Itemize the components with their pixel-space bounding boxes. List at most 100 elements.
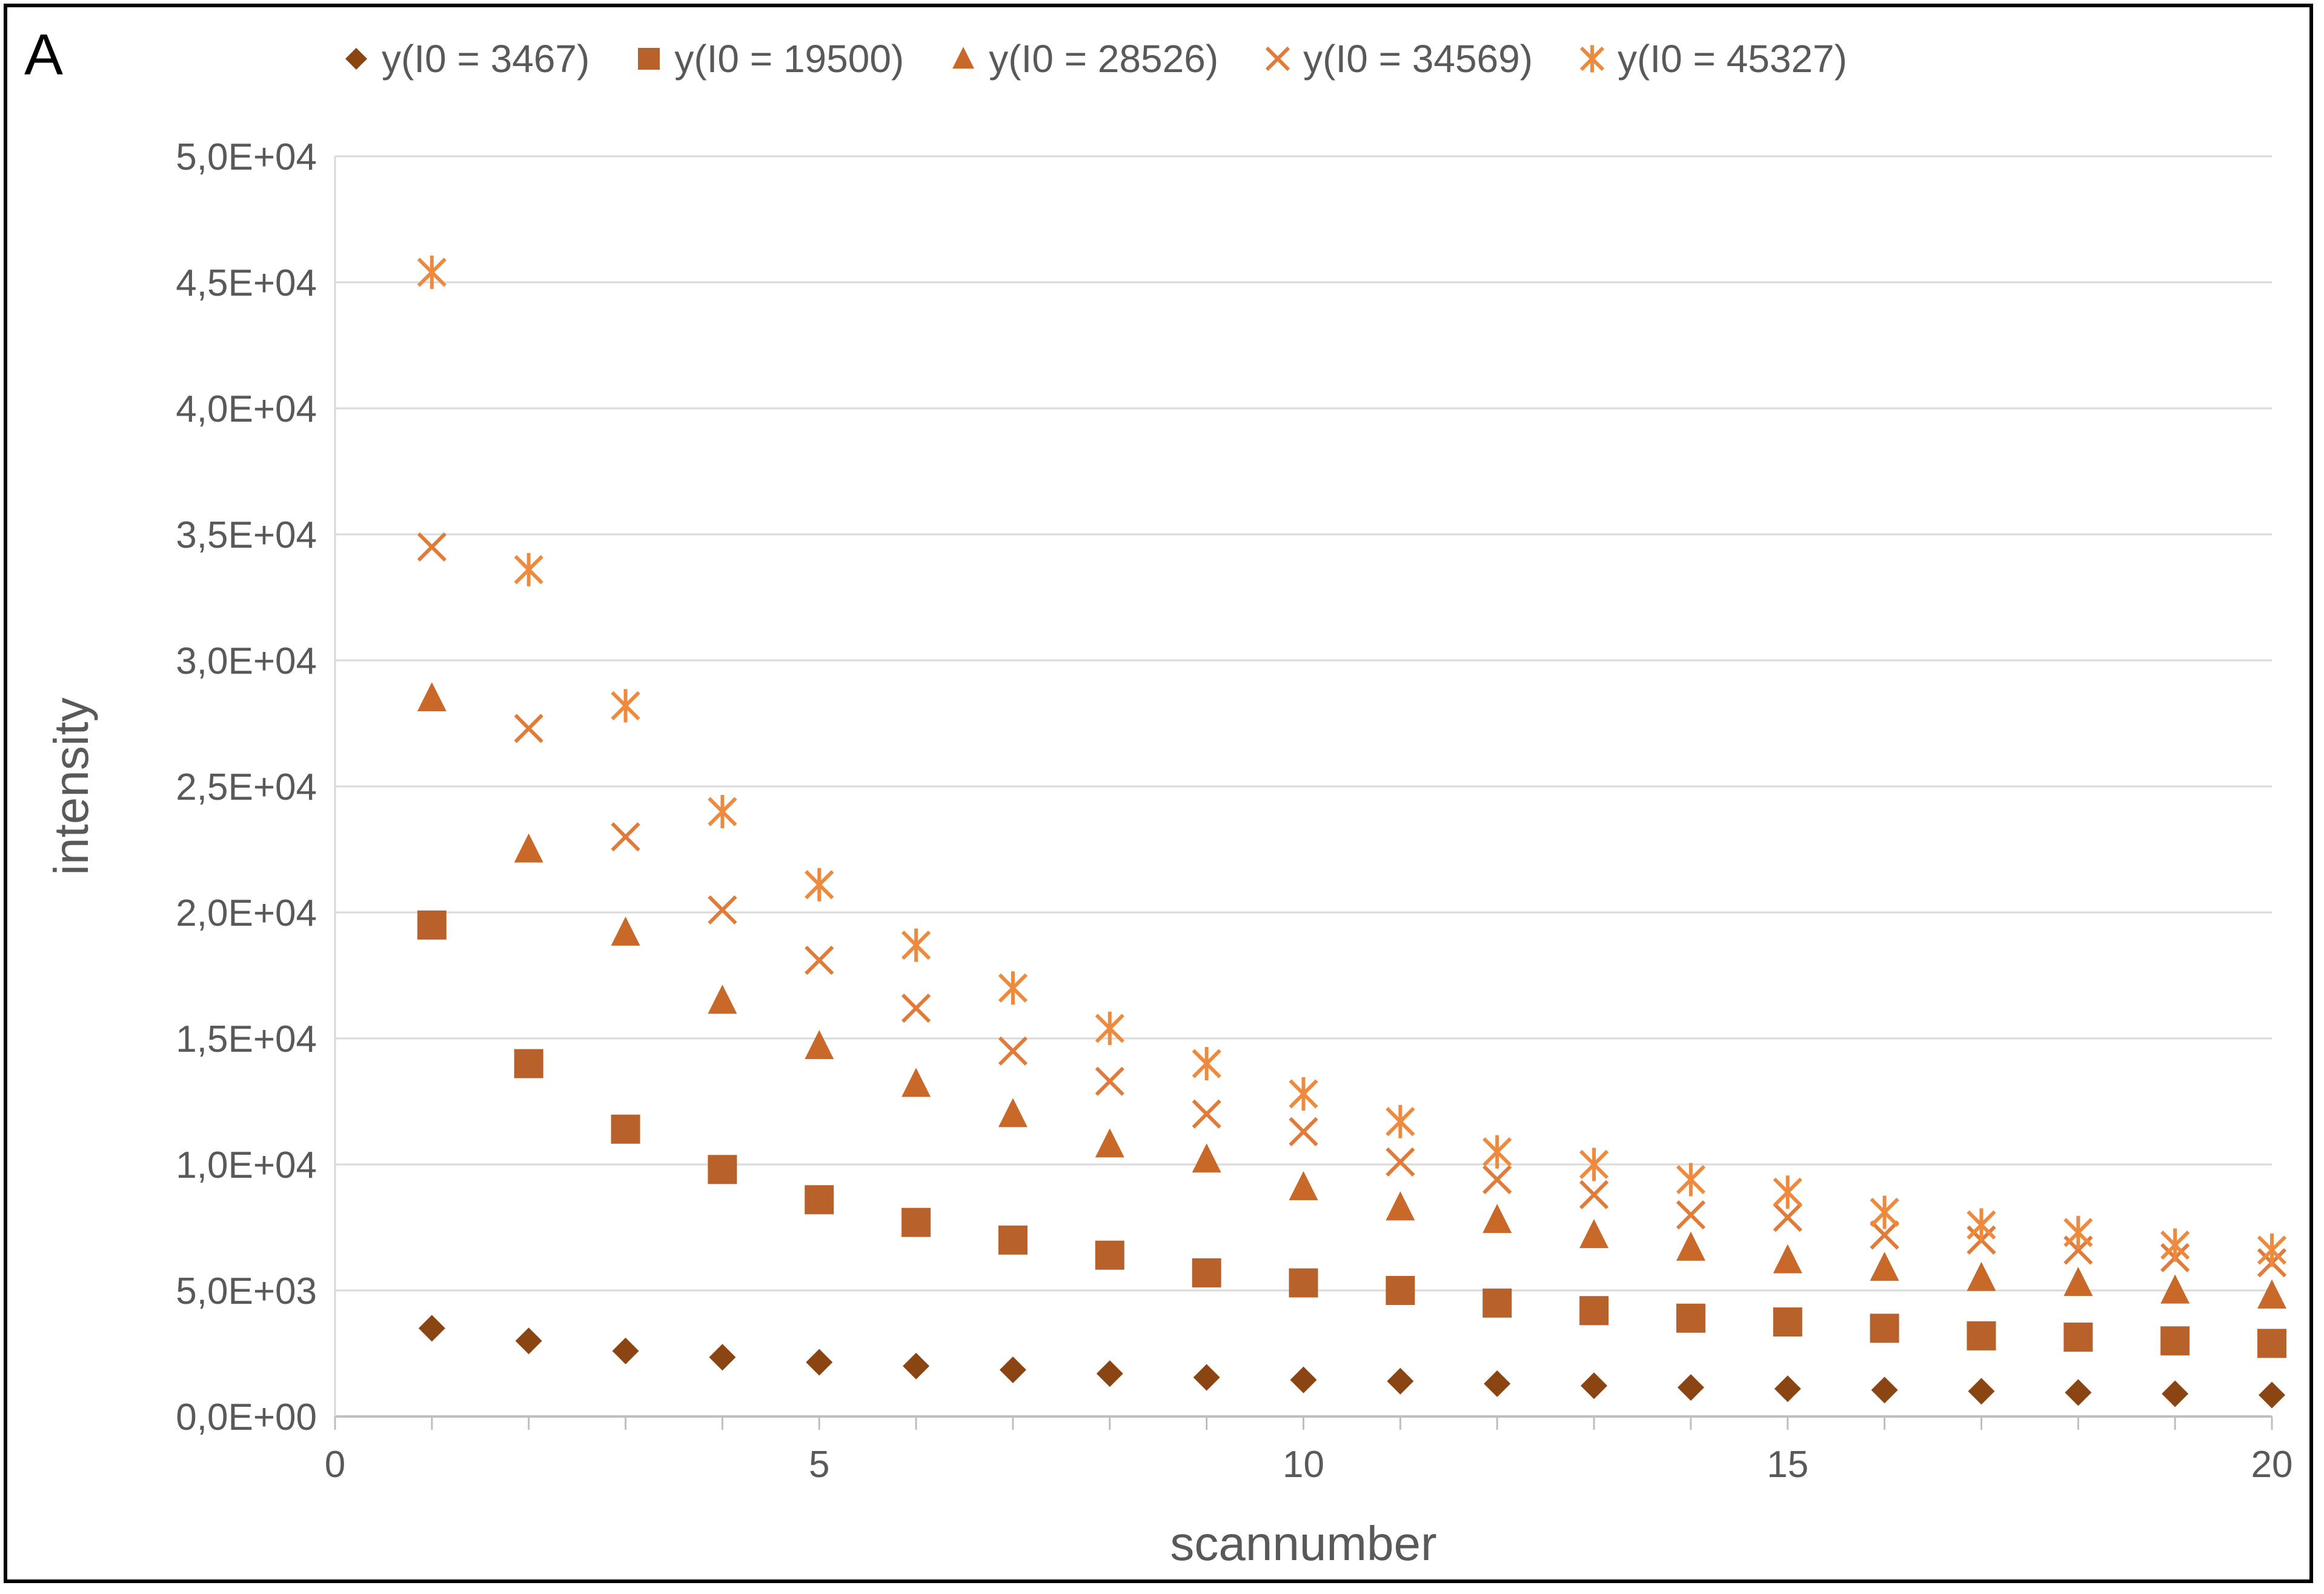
data-point-series-2 xyxy=(2257,1329,2286,1358)
data-point-series-1 xyxy=(806,1349,833,1376)
data-point-series-2 xyxy=(1192,1258,1221,1287)
data-point-series-5 xyxy=(1773,1175,1802,1209)
data-point-series-4 xyxy=(514,714,543,743)
data-point-series-1 xyxy=(999,1357,1026,1384)
data-point-series-4 xyxy=(1676,1200,1706,1230)
data-point-series-3 xyxy=(1482,1204,1512,1234)
y-tick-label: 2,5E+04 xyxy=(176,766,317,808)
y-tick-label: 0,0E+00 xyxy=(176,1396,317,1438)
data-point-series-1 xyxy=(1387,1367,1414,1395)
data-point-series-2 xyxy=(1773,1307,1802,1337)
data-point-series-2 xyxy=(1482,1288,1512,1318)
data-point-series-3 xyxy=(611,916,640,946)
data-point-series-4 xyxy=(1482,1164,1512,1195)
square-marker-icon xyxy=(638,48,660,70)
data-point-series-3 xyxy=(2257,1279,2286,1309)
data-point-series-5 xyxy=(1870,1195,1899,1229)
data-point-series-1 xyxy=(1968,1378,1995,1405)
data-point-series-3 xyxy=(1095,1128,1124,1158)
data-point-series-4 xyxy=(901,993,931,1023)
data-point-series-5 xyxy=(901,928,931,962)
legend-item: y(I0 = 19500) xyxy=(632,36,904,81)
panel-label: A xyxy=(24,22,64,87)
data-point-series-1 xyxy=(709,1344,736,1371)
data-point-series-2 xyxy=(1095,1240,1124,1270)
data-point-series-4 xyxy=(1773,1203,1802,1232)
data-point-series-5 xyxy=(1967,1208,1996,1242)
data-point-series-3 xyxy=(1192,1143,1221,1173)
y-tick-label: 2,0E+04 xyxy=(176,892,317,934)
data-point-series-4 xyxy=(1870,1220,1899,1250)
legend-label: y(I0 = 45327) xyxy=(1618,37,1847,81)
data-point-series-2 xyxy=(805,1185,834,1215)
data-point-series-2 xyxy=(2160,1326,2190,1356)
data-point-series-5 xyxy=(514,553,543,586)
data-point-series-3 xyxy=(514,833,543,863)
legend-item: y(I0 = 28526) xyxy=(946,36,1218,81)
data-point-series-3 xyxy=(1870,1252,1899,1281)
data-point-series-2 xyxy=(1967,1321,1996,1350)
data-point-series-2 xyxy=(1870,1313,1899,1343)
data-point-series-2 xyxy=(1386,1276,1415,1305)
y-tick-label: 4,5E+04 xyxy=(176,262,317,304)
data-point-series-5 xyxy=(708,795,737,829)
data-point-series-3 xyxy=(1579,1219,1609,1249)
data-point-series-3 xyxy=(998,1098,1028,1127)
data-point-series-1 xyxy=(903,1352,930,1380)
y-tick-label: 1,0E+04 xyxy=(176,1144,317,1186)
legend-item: y(I0 = 3467) xyxy=(339,36,589,81)
data-point-series-5 xyxy=(1676,1163,1706,1197)
data-point-series-3 xyxy=(708,985,737,1014)
data-point-series-3 xyxy=(1289,1171,1318,1201)
data-point-series-3 xyxy=(805,1030,834,1060)
y-tick-label: 3,0E+04 xyxy=(176,640,317,682)
data-point-series-1 xyxy=(2065,1379,2092,1406)
data-point-series-4 xyxy=(1289,1117,1318,1147)
data-point-series-1 xyxy=(1774,1375,1801,1403)
data-point-series-2 xyxy=(1676,1303,1705,1333)
data-point-series-3 xyxy=(901,1068,931,1097)
data-point-series-5 xyxy=(2257,1233,2287,1267)
x-axis-title: scannumber xyxy=(1170,1516,1436,1570)
data-point-series-4 xyxy=(611,822,640,852)
data-point-series-2 xyxy=(611,1114,640,1144)
data-point-series-1 xyxy=(515,1327,542,1355)
data-point-series-1 xyxy=(1290,1366,1317,1393)
data-point-series-3 xyxy=(2063,1267,2093,1297)
data-point-series-1 xyxy=(612,1337,639,1364)
data-point-series-5 xyxy=(1095,1011,1124,1045)
y-tick-label: 3,5E+04 xyxy=(176,514,317,556)
data-point-series-4 xyxy=(1579,1180,1609,1210)
data-point-series-4 xyxy=(1386,1147,1415,1177)
data-point-series-1 xyxy=(1677,1374,1704,1401)
data-point-series-2 xyxy=(901,1207,931,1237)
data-point-series-5 xyxy=(1482,1135,1512,1169)
legend-label: y(I0 = 34569) xyxy=(1303,37,1533,81)
data-point-series-4 xyxy=(708,895,737,925)
legend-label: y(I0 = 19500) xyxy=(674,37,905,81)
data-point-series-5 xyxy=(2160,1228,2190,1262)
data-point-series-4 xyxy=(805,945,834,975)
data-point-series-3 xyxy=(1386,1191,1415,1221)
data-point-series-1 xyxy=(2259,1381,2285,1409)
x-marker-icon xyxy=(1266,46,1290,71)
legend-item: y(I0 = 45327) xyxy=(1575,36,1847,81)
figure-frame xyxy=(4,4,2313,1583)
data-point-series-5 xyxy=(998,971,1028,1005)
x-tick-label: 10 xyxy=(1283,1444,1324,1486)
data-point-series-2 xyxy=(417,910,447,940)
data-point-series-4 xyxy=(417,532,447,562)
data-point-series-5 xyxy=(1386,1104,1415,1138)
x-tick-label: 20 xyxy=(2251,1444,2293,1486)
data-point-series-3 xyxy=(1676,1231,1705,1261)
data-point-series-1 xyxy=(418,1315,445,1342)
data-point-series-5 xyxy=(1192,1047,1221,1081)
legend-label: y(I0 = 3467) xyxy=(382,37,590,81)
data-point-series-2 xyxy=(1289,1268,1318,1298)
data-point-series-4 xyxy=(1095,1066,1124,1096)
data-point-series-5 xyxy=(805,868,834,902)
data-point-series-4 xyxy=(998,1036,1028,1066)
data-point-series-2 xyxy=(2063,1322,2093,1352)
data-point-series-1 xyxy=(1096,1360,1123,1387)
